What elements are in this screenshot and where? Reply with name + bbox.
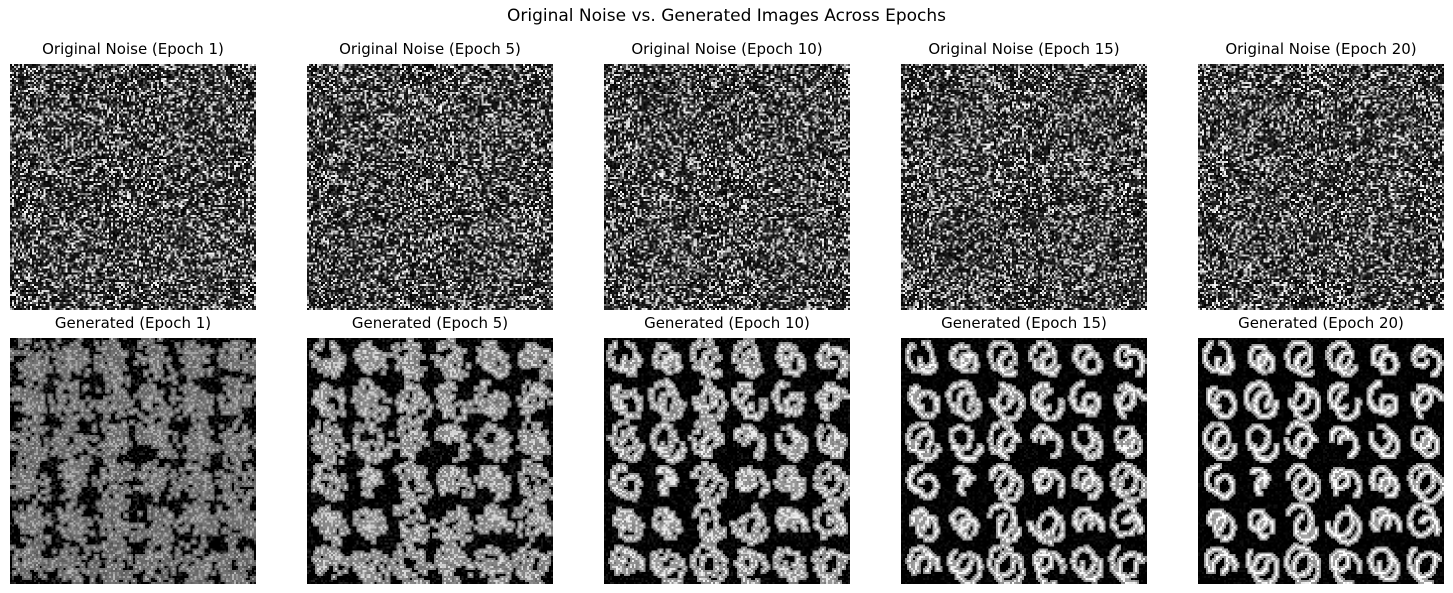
generated-image-epoch-5 <box>307 338 553 584</box>
generated-image-epoch-10 <box>604 338 850 584</box>
generated-image-epoch-20 <box>1198 338 1444 584</box>
noise-title-epoch-20: Original Noise (Epoch 20) <box>1225 40 1417 58</box>
figure-title: Original Noise vs. Generated Images Acro… <box>506 6 947 26</box>
noise-title-epoch-10: Original Noise (Epoch 10) <box>631 40 823 58</box>
noise-title-epoch-15: Original Noise (Epoch 15) <box>928 40 1120 58</box>
noise-image-epoch-15 <box>901 64 1147 310</box>
noise-title-epoch-5: Original Noise (Epoch 5) <box>339 40 521 58</box>
generated-title-epoch-5: Generated (Epoch 5) <box>351 314 509 332</box>
generated-image-epoch-1 <box>10 338 256 584</box>
noise-image-epoch-10 <box>604 64 850 310</box>
noise-title-epoch-1: Original Noise (Epoch 1) <box>42 40 224 58</box>
generated-title-epoch-1: Generated (Epoch 1) <box>54 314 212 332</box>
noise-image-epoch-1 <box>10 64 256 310</box>
noise-image-epoch-20 <box>1198 64 1444 310</box>
generated-title-epoch-10: Generated (Epoch 10) <box>644 314 810 332</box>
noise-image-epoch-5 <box>307 64 553 310</box>
generated-image-epoch-15 <box>901 338 1147 584</box>
generated-title-epoch-15: Generated (Epoch 15) <box>941 314 1107 332</box>
generated-title-epoch-20: Generated (Epoch 20) <box>1238 314 1404 332</box>
